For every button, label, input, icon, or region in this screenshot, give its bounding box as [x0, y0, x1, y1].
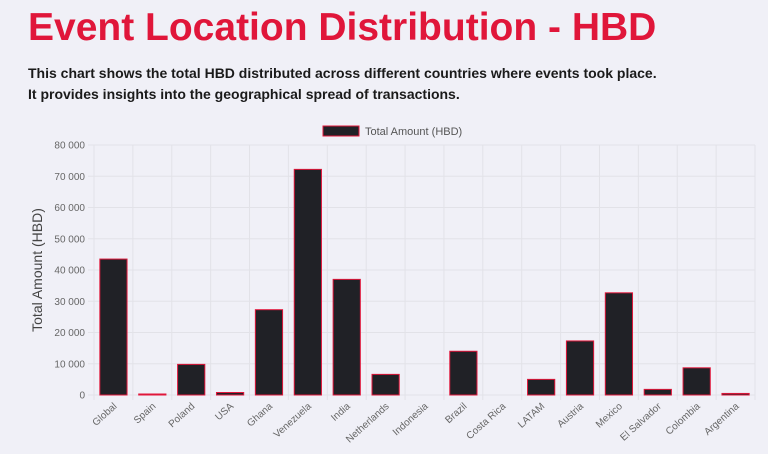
- x-tick-label: Venezuela: [272, 401, 314, 441]
- x-tick-label: Ghana: [245, 401, 275, 430]
- bar-venezuela: [293, 168, 322, 396]
- bar-netherlands: [371, 373, 400, 396]
- bar-austria: [565, 340, 595, 396]
- bar-argentina: [721, 392, 750, 396]
- x-tick-label: Poland: [167, 401, 198, 430]
- x-tick-label: Spain: [132, 401, 158, 426]
- x-tick-label: Indonesia: [391, 401, 431, 438]
- x-tick-label: LATAM: [516, 401, 547, 430]
- bar-colombia: [682, 367, 711, 396]
- y-tick-label: 60 000: [54, 203, 85, 214]
- legend-swatch: [322, 125, 360, 137]
- y-tick-label: 20 000: [54, 328, 85, 339]
- x-tick-label: Argentina: [702, 401, 741, 438]
- bar-global: [99, 258, 128, 396]
- y-tick-label: 30 000: [54, 297, 85, 308]
- legend-label: Total Amount (HBD): [365, 126, 462, 138]
- bar-usa: [215, 392, 245, 396]
- page-title: Event Location Distribution - HBD: [28, 6, 657, 49]
- x-tick-label: Austria: [556, 401, 587, 430]
- y-tick-label: 70 000: [54, 172, 85, 183]
- bar-ghana: [254, 309, 284, 396]
- x-tick-label: Costa Rica: [465, 401, 509, 442]
- bar-spain: [138, 393, 167, 396]
- bar-latam: [527, 378, 556, 396]
- description-line-2: It provides insights into the geographic…: [28, 86, 460, 102]
- bar-mexico: [604, 292, 634, 396]
- y-tick-label: 50 000: [54, 234, 85, 245]
- y-tick-label: 40 000: [54, 266, 85, 277]
- x-tick-label: Colombia: [664, 401, 703, 438]
- x-tick-label: India: [329, 401, 353, 424]
- x-tick-label: Mexico: [594, 401, 625, 431]
- y-tick-label: 10 000: [54, 359, 85, 370]
- bar-el-salvador: [643, 388, 672, 396]
- bar-poland: [177, 363, 206, 396]
- bar-brazil: [449, 350, 478, 396]
- bar-india: [332, 278, 361, 396]
- x-tick-label: Brazil: [443, 401, 469, 426]
- y-axis-label: Total Amount (HBD): [29, 208, 45, 332]
- description-line-1: This chart shows the total HBD distribut…: [28, 65, 657, 81]
- x-tick-label: El Salvador: [618, 401, 664, 444]
- y-tick-label: 0: [79, 391, 85, 402]
- x-tick-label: USA: [213, 401, 236, 423]
- x-tick-label: Global: [91, 401, 120, 429]
- chart-description: This chart shows the total HBD distribut…: [28, 63, 657, 105]
- y-tick-label: 80 000: [54, 141, 85, 152]
